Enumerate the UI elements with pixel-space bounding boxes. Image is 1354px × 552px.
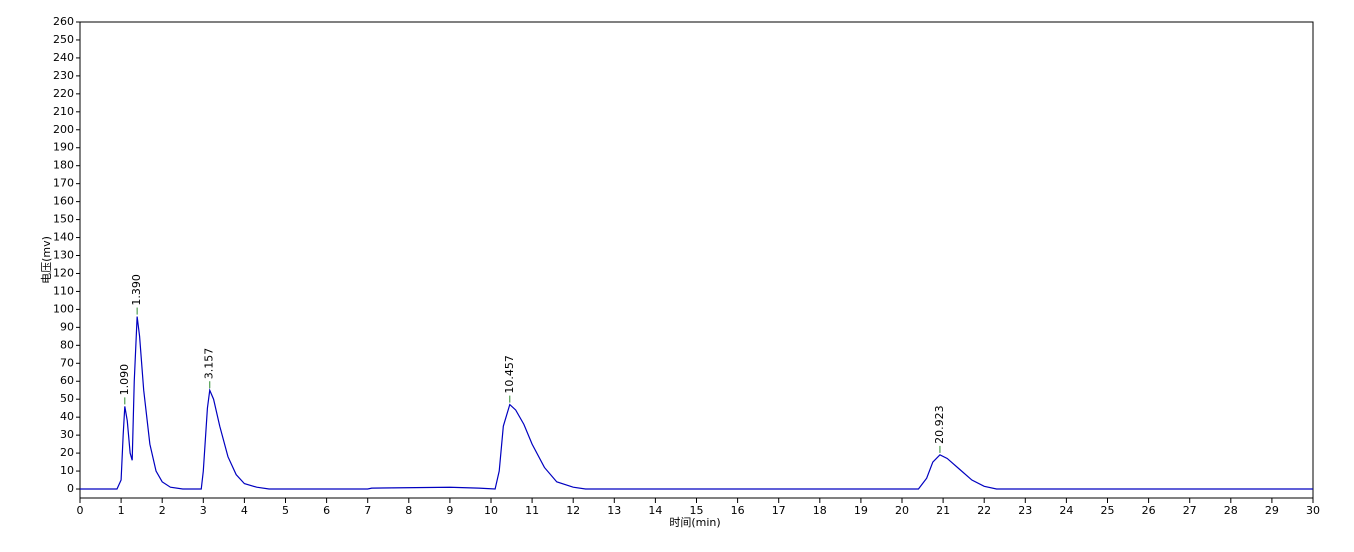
x-tick-label: 18 [813, 504, 827, 517]
x-tick-label: 20 [895, 504, 909, 517]
x-tick-label: 19 [854, 504, 868, 517]
y-tick-label: 190 [53, 141, 74, 154]
y-tick-label: 260 [53, 15, 74, 28]
y-tick-label: 170 [53, 177, 74, 190]
y-axis-label: 电压(mv) [40, 236, 53, 284]
y-tick-label: 220 [53, 87, 74, 100]
x-tick-label: 12 [566, 504, 580, 517]
x-tick-label: 8 [405, 504, 412, 517]
y-tick-label: 20 [60, 446, 74, 459]
y-tick-label: 10 [60, 464, 74, 477]
x-tick-label: 25 [1101, 504, 1115, 517]
x-tick-label: 27 [1183, 504, 1197, 517]
x-tick-label: 28 [1224, 504, 1238, 517]
x-tick-label: 22 [977, 504, 991, 517]
y-tick-label: 90 [60, 320, 74, 333]
y-tick-label: 40 [60, 410, 74, 423]
x-tick-label: 11 [525, 504, 539, 517]
y-tick-label: 150 [53, 213, 74, 226]
x-tick-label: 26 [1142, 504, 1156, 517]
plot-frame [79, 21, 1314, 499]
y-tick-label: 80 [60, 338, 74, 351]
x-tick-label: 29 [1265, 504, 1279, 517]
y-tick-label: 130 [53, 249, 74, 262]
x-axis-label: 时间(min) [669, 516, 720, 529]
peak-label: 10.457 [503, 355, 516, 394]
x-tick-label: 9 [446, 504, 453, 517]
y-tick-label: 240 [53, 51, 74, 64]
y-tick-label: 120 [53, 266, 74, 279]
x-tick-label: 17 [772, 504, 786, 517]
trace-line [80, 316, 1313, 490]
x-tick-label: 30 [1306, 504, 1320, 517]
x-tick-label: 21 [936, 504, 950, 517]
x-tick-label: 24 [1059, 504, 1073, 517]
x-tick-label: 2 [159, 504, 166, 517]
x-tick-label: 0 [77, 504, 84, 517]
y-tick-label: 60 [60, 374, 74, 387]
y-tick-label: 230 [53, 69, 74, 82]
y-tick-label: 210 [53, 105, 74, 118]
x-tick-label: 4 [241, 504, 248, 517]
y-tick-label: 0 [67, 482, 74, 495]
y-tick-label: 140 [53, 231, 74, 244]
peak-label: 3.157 [203, 348, 216, 380]
y-tick-label: 250 [53, 33, 74, 46]
x-tick-label: 13 [607, 504, 621, 517]
x-tick-label: 15 [690, 504, 704, 517]
y-tick-label: 180 [53, 159, 74, 172]
x-tick-label: 10 [484, 504, 498, 517]
y-tick-label: 30 [60, 428, 74, 441]
x-tick-label: 3 [200, 504, 207, 517]
peak-label: 20.923 [933, 405, 946, 444]
x-tick-label: 5 [282, 504, 289, 517]
x-tick-label: 23 [1018, 504, 1032, 517]
y-tick-label: 50 [60, 392, 74, 405]
y-tick-label: 160 [53, 195, 74, 208]
x-tick-label: 1 [118, 504, 125, 517]
y-tick-label: 100 [53, 302, 74, 315]
y-tick-label: 200 [53, 123, 74, 136]
y-tick-label: 70 [60, 356, 74, 369]
x-tick-label: 14 [648, 504, 662, 517]
y-tick-label: 110 [53, 284, 74, 297]
x-tick-label: 16 [731, 504, 745, 517]
x-tick-label: 7 [364, 504, 371, 517]
peak-label: 1.090 [118, 364, 131, 396]
x-tick-label: 6 [323, 504, 330, 517]
peak-label: 1.390 [130, 274, 143, 306]
